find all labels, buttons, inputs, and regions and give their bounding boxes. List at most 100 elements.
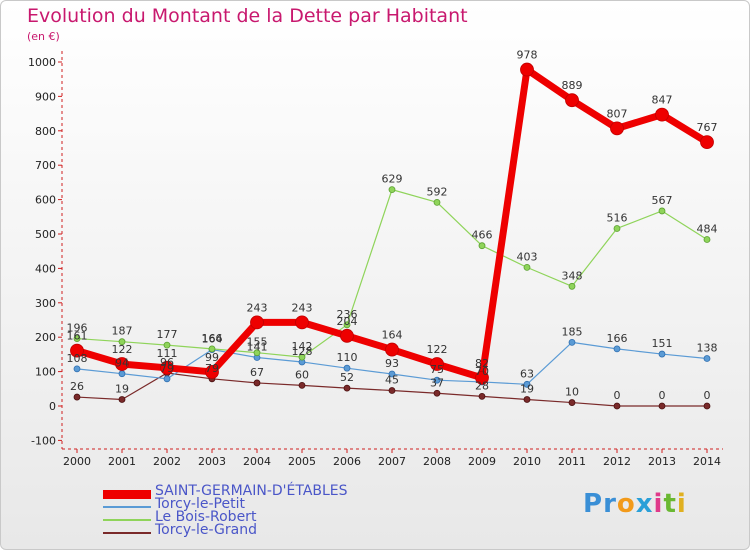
logo-letter: r [603,489,617,519]
data-label: 122 [112,343,133,356]
logo-letter: x [635,489,654,519]
data-label: 567 [652,194,673,207]
data-point [295,315,309,330]
legend-label: Le Bois-Robert [155,509,257,525]
data-label: 348 [562,269,583,282]
data-label: 10 [565,386,579,399]
data-point [433,389,441,397]
data-label: 204 [337,315,358,328]
data-point [73,335,81,342]
data-point [613,225,621,232]
data-label: 164 [202,333,223,346]
data-point [70,343,84,358]
data-label: 122 [427,343,448,356]
data-label: 0 [659,389,666,402]
data-label: 155 [247,336,268,349]
data-point [298,381,306,389]
x-tick-label: 2014 [693,455,721,468]
data-point [343,364,351,372]
y-tick-label: 700 [35,159,56,172]
data-label: 128 [292,345,313,358]
data-point [703,355,711,362]
data-point [163,341,171,349]
data-point [298,353,306,361]
data-label: 108 [67,352,88,365]
data-label: 28 [475,379,489,392]
data-label: 164 [382,329,403,342]
data-point [568,399,576,406]
data-point [250,315,264,330]
data-label: 403 [517,250,538,263]
data-point [658,402,666,410]
data-label: 82 [475,357,489,370]
data-label: 166 [607,332,628,345]
data-point [520,62,534,77]
x-tick-label: 2002 [153,455,181,468]
data-label: 99 [205,351,219,364]
data-point [523,263,531,271]
data-point [343,384,351,392]
x-tick-label: 2005 [288,455,316,468]
data-label: 94 [115,357,129,370]
data-label: 516 [607,211,628,224]
legend-swatch [103,518,151,521]
data-label: 177 [157,328,178,341]
y-tick-label: -100 [31,434,56,447]
data-point [568,282,576,290]
data-point [475,370,489,385]
data-label: 161 [67,330,88,343]
data-point [343,321,351,329]
data-point [613,345,621,353]
data-label: 67 [250,366,264,379]
data-label: 847 [652,94,673,107]
data-label: 79 [160,362,174,375]
x-tick-label: 2011 [558,455,586,468]
data-point [703,402,711,410]
data-label: 243 [247,301,268,314]
data-point [478,242,486,250]
data-point [610,121,624,136]
x-tick-label: 2004 [243,455,271,468]
legend-label: Torcy-le-Grand [155,522,257,538]
y-tick-label: 100 [35,366,56,379]
data-point [73,393,81,401]
data-point [73,365,81,373]
data-label: 138 [697,342,718,355]
data-point [433,198,441,206]
data-point [253,349,261,357]
logo-letter: P [583,489,604,519]
legend-item-le-bois-robert: Le Bois-Robert [103,509,423,526]
legend-label: Torcy-le-Petit [155,496,245,512]
logo-letter: i [653,489,664,519]
legend-label: SAINT-GERMAIN-D'ÉTABLES [155,483,348,499]
chart-title: Evolution du Montant de la Dette par Hab… [27,5,468,27]
y-tick-label: 500 [35,228,56,241]
data-point [613,402,621,410]
data-label: 978 [517,49,538,62]
y-tick-label: 900 [35,90,56,103]
y-tick-label: 300 [35,297,56,310]
logo-letter: o [616,489,636,519]
legend-item-saint-germain: SAINT-GERMAIN-D'ÉTABLES [103,483,423,500]
data-point [523,396,531,403]
logo-letter: t [663,489,677,519]
data-point [658,350,666,358]
data-label: 807 [607,107,628,120]
data-point [118,396,126,403]
data-label: 151 [652,337,673,350]
data-point [115,357,129,371]
data-point [700,135,714,150]
data-label: 196 [67,322,88,335]
data-label: 141 [247,340,268,353]
data-label: 70 [475,365,489,378]
data-label: 45 [385,374,399,387]
data-point [163,375,171,383]
y-tick-label: 800 [35,125,56,138]
data-label: 19 [520,382,534,395]
data-label: 484 [697,223,718,236]
data-label: 75 [430,363,444,376]
data-point [388,387,396,394]
legend-item-torcy-le-grand: Torcy-le-Grand [103,522,423,539]
data-point [658,207,666,215]
